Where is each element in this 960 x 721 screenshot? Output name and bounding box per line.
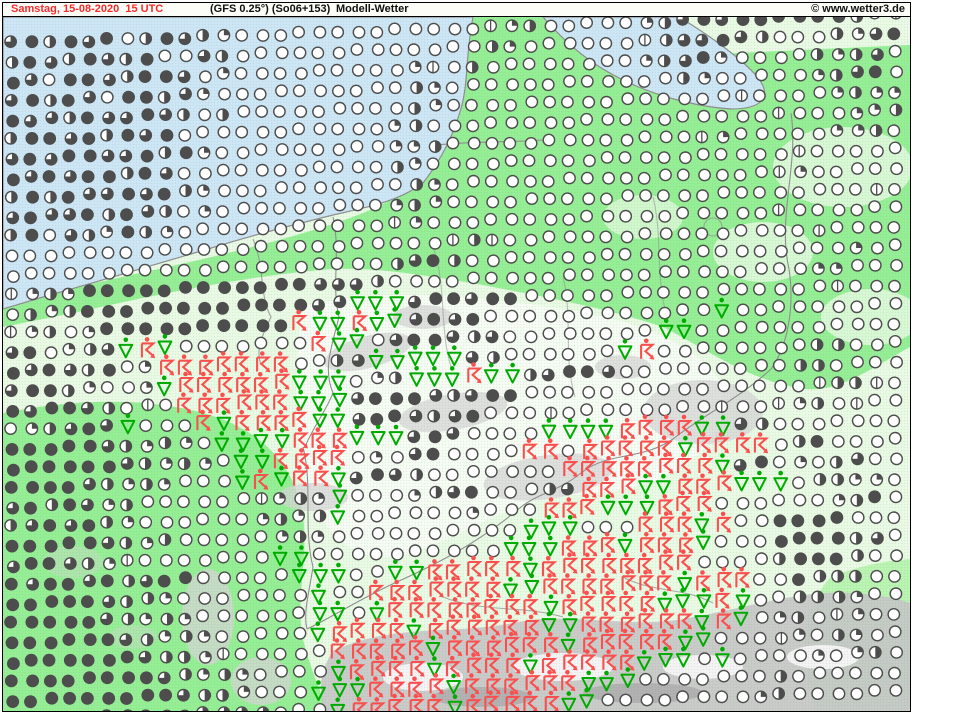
model-run-label: (GFS 0.25°) (So06+153) [210,3,331,15]
product-label: Modell-Wetter [336,3,409,15]
weather-symbols-layer [4,17,903,711]
map-frame: Samstag, 15-08-2020 15 UTC (GFS 0.25°) (… [2,2,911,712]
date-label: Samstag, 15-08-2020 15 UTC [11,3,164,15]
weather-map [3,17,910,711]
copyright-label: © www.wetter3.de [811,3,905,15]
title-bar: Samstag, 15-08-2020 15 UTC (GFS 0.25°) (… [3,3,910,17]
